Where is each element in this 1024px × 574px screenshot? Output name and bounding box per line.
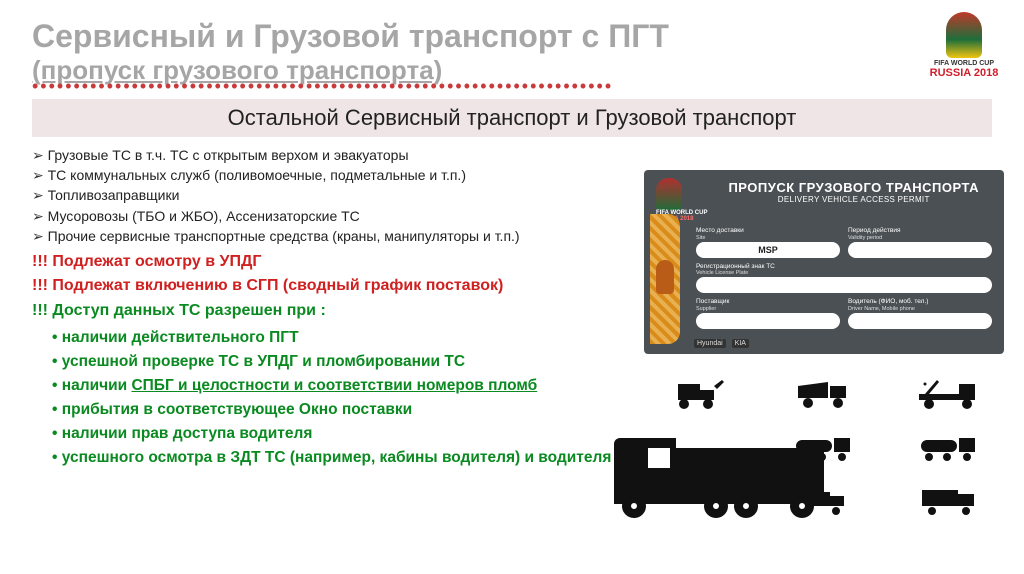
permit-field-validity: Период действия Validity period bbox=[848, 228, 992, 258]
permit-sponsors: Hyundai KIA bbox=[694, 339, 749, 348]
permit-field-plate: Регистрационный знак ТС Vehicle License … bbox=[696, 264, 992, 294]
permit-field-driver: Водитель (ФИО, моб. тел.) Driver Name, M… bbox=[848, 299, 992, 329]
permit-row-1: Место доставки Site MSP Период действия … bbox=[656, 228, 992, 258]
permit-value-plate bbox=[696, 277, 992, 293]
permit-value-driver bbox=[848, 313, 992, 329]
cup-silhouette-icon bbox=[656, 260, 674, 294]
divider-dots: ••••••••••••••••••••••••••••••••••••••••… bbox=[32, 76, 992, 97]
permit-ornament bbox=[650, 214, 680, 344]
permit-field-site: Место доставки Site MSP bbox=[696, 228, 840, 258]
tanker-truck-2-icon bbox=[893, 424, 1004, 470]
sweeper-truck-icon bbox=[644, 370, 755, 416]
permit-title-en: DELIVERY VEHICLE ACCESS PERMIT bbox=[715, 195, 992, 204]
permit-field-supplier: Поставщик Supplier bbox=[696, 299, 840, 329]
permit-value-supplier bbox=[696, 313, 840, 329]
box-truck-med-icon bbox=[893, 478, 1004, 524]
permit-value-validity bbox=[848, 242, 992, 258]
slide: FIFA WORLD CUP RUSSIA 2018 Сервисный и Г… bbox=[0, 0, 1024, 574]
permit-row-2: Регистрационный знак ТС Vehicle License … bbox=[656, 264, 992, 294]
banner: Остальной Сервисный транспорт и Грузовой… bbox=[32, 99, 992, 137]
trophy-icon bbox=[656, 178, 682, 210]
permit-header: FIFA WORLD CUP RUSSIA 2018 ПРОПУСК ГРУЗО… bbox=[656, 178, 992, 222]
tow-truck-icon bbox=[893, 370, 1004, 416]
permit-title-block: ПРОПУСК ГРУЗОВОГО ТРАНСПОРТА DELIVERY VE… bbox=[715, 178, 992, 204]
permit-card: FIFA WORLD CUP RUSSIA 2018 ПРОПУСК ГРУЗО… bbox=[644, 170, 1004, 354]
large-truck-icon bbox=[614, 428, 824, 518]
title-block: Сервисный и Грузовой транспорт с ПГТ (пр… bbox=[32, 18, 992, 97]
permit-title-ru: ПРОПУСК ГРУЗОВОГО ТРАНСПОРТА bbox=[715, 180, 992, 195]
permit-value-site: MSP bbox=[696, 242, 840, 258]
permit-row-3: Поставщик Supplier Водитель (ФИО, моб. т… bbox=[656, 299, 992, 329]
page-title-line1: Сервисный и Грузовой транспорт с ПГТ bbox=[32, 18, 992, 55]
dump-truck-icon bbox=[769, 370, 880, 416]
bullet-item: Грузовые ТС в т.ч. ТС с открытым верхом … bbox=[32, 145, 992, 165]
